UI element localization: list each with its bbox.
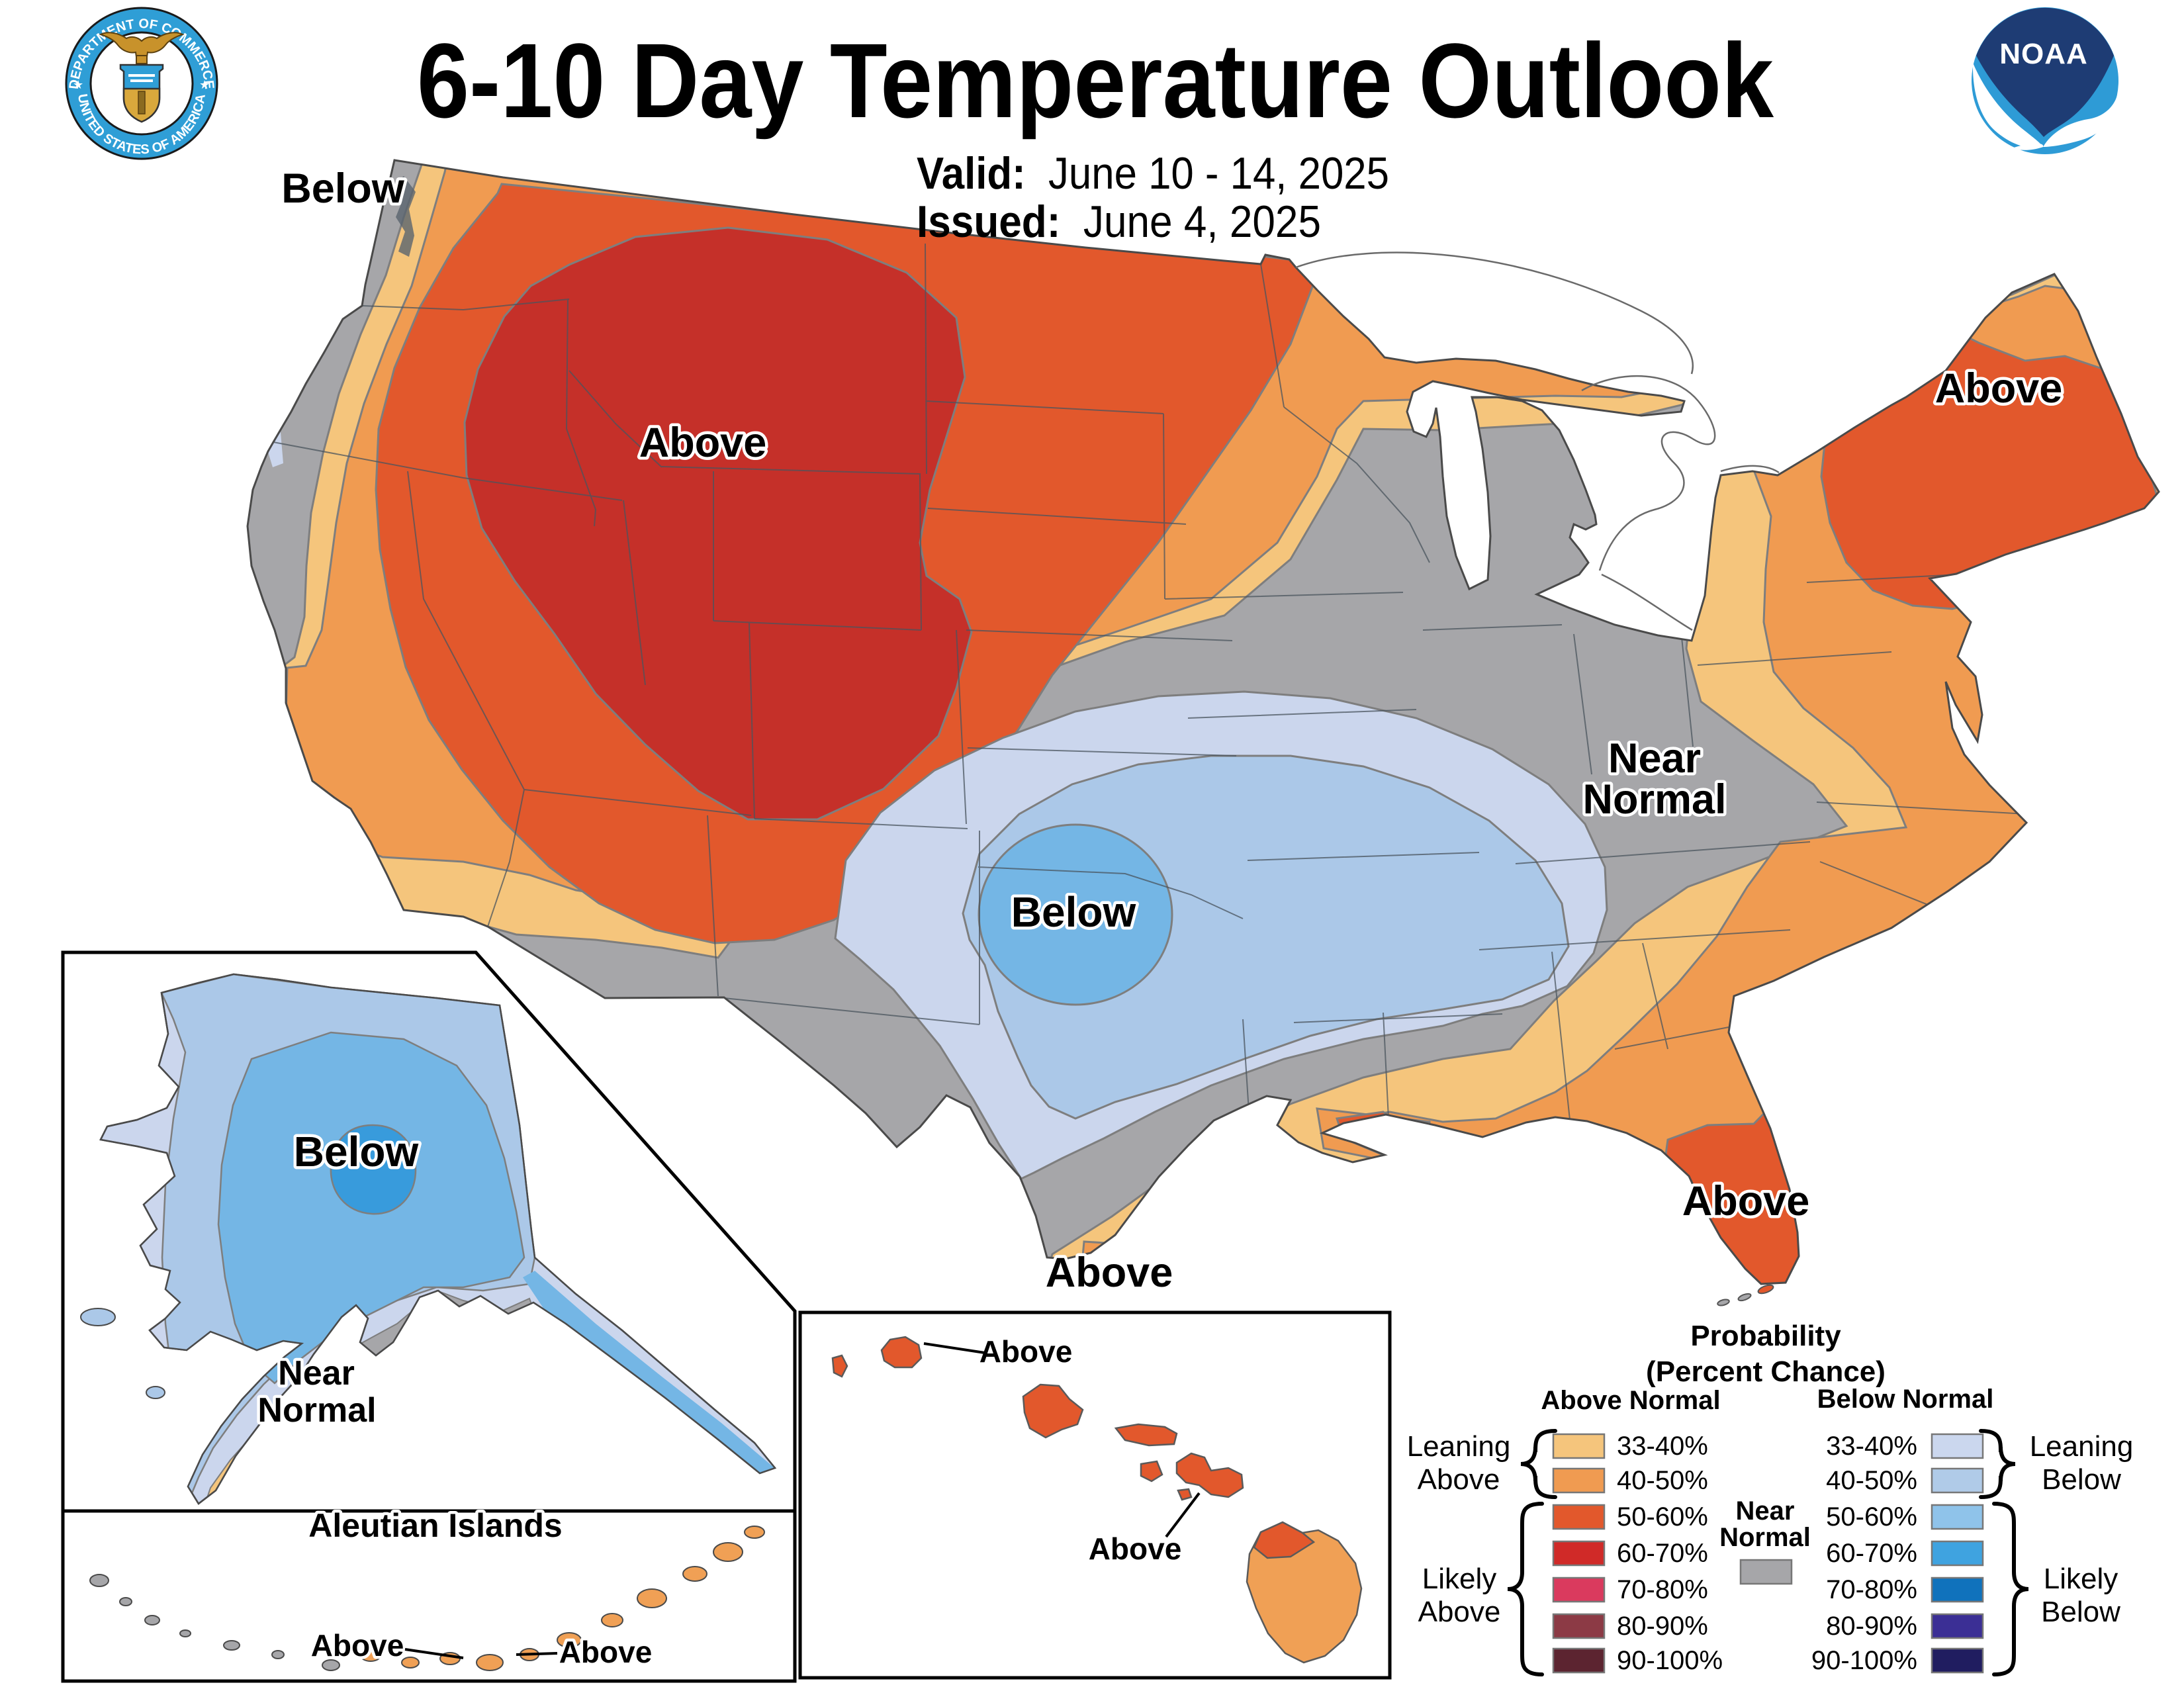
svg-text:(Percent Chance): (Percent Chance) xyxy=(1646,1355,1886,1388)
svg-text:Below Normal: Below Normal xyxy=(1817,1385,1994,1414)
svg-text:Below: Below xyxy=(2041,1596,2120,1628)
svg-text:60-70%: 60-70% xyxy=(1826,1539,1917,1568)
svg-text:40-50%: 40-50% xyxy=(1826,1466,1917,1495)
svg-text:Likely: Likely xyxy=(2044,1563,2118,1595)
svg-text:★: ★ xyxy=(199,78,210,91)
svg-text:Likely: Likely xyxy=(1422,1563,1497,1595)
svg-text:Below: Below xyxy=(294,1128,419,1175)
svg-text:Above: Above xyxy=(1418,1463,1500,1496)
svg-text:80-90%: 80-90% xyxy=(1826,1612,1917,1641)
svg-text:Above: Above xyxy=(1418,1596,1501,1628)
svg-text:Above: Above xyxy=(1682,1178,1810,1224)
svg-text:50-60%: 50-60% xyxy=(1617,1502,1708,1531)
svg-text:NOAA: NOAA xyxy=(1999,38,2088,70)
svg-text:80-90%: 80-90% xyxy=(1617,1612,1708,1641)
svg-text:Above: Above xyxy=(311,1628,404,1663)
svg-text:Normal: Normal xyxy=(257,1391,376,1430)
svg-text:Probability: Probability xyxy=(1690,1320,1841,1352)
svg-text:40-50%: 40-50% xyxy=(1617,1466,1708,1495)
svg-text:50-60%: 50-60% xyxy=(1826,1502,1917,1531)
svg-text:★: ★ xyxy=(73,78,83,91)
svg-text:33-40%: 33-40% xyxy=(1826,1432,1917,1461)
svg-text:Above: Above xyxy=(979,1334,1073,1369)
svg-text:Below: Below xyxy=(281,165,405,212)
svg-text:70-80%: 70-80% xyxy=(1826,1575,1917,1604)
svg-text:Leaning: Leaning xyxy=(1407,1430,1511,1463)
svg-text:90-100%: 90-100% xyxy=(1811,1646,1917,1675)
svg-text:Leaning: Leaning xyxy=(2030,1430,2134,1463)
svg-text:Above: Above xyxy=(1935,365,2063,412)
svg-text:Near: Near xyxy=(1608,735,1701,782)
svg-text:Valid: June 10 - 14, 2025: Valid: June 10 - 14, 2025 xyxy=(917,148,1389,199)
svg-text:70-80%: 70-80% xyxy=(1617,1575,1708,1604)
svg-text:Below: Below xyxy=(1011,888,1136,936)
svg-text:90-100%: 90-100% xyxy=(1617,1646,1723,1675)
svg-text:33-40%: 33-40% xyxy=(1617,1432,1708,1461)
svg-text:Above: Above xyxy=(639,420,767,466)
svg-text:Aleutian Islands: Aleutian Islands xyxy=(308,1507,562,1544)
svg-text:Above: Above xyxy=(559,1635,653,1669)
svg-text:60-70%: 60-70% xyxy=(1617,1539,1708,1568)
svg-text:Issued: June 4, 2025: Issued: June 4, 2025 xyxy=(917,197,1321,247)
svg-text:Near: Near xyxy=(278,1354,355,1393)
svg-text:Above Normal: Above Normal xyxy=(1541,1386,1720,1415)
svg-text:Below: Below xyxy=(2042,1463,2121,1496)
svg-text:6-10 Day Temperature Outlook: 6-10 Day Temperature Outlook xyxy=(417,21,1774,140)
svg-text:Normal: Normal xyxy=(1582,776,1726,823)
svg-text:Normal: Normal xyxy=(1719,1523,1811,1552)
svg-text:Above: Above xyxy=(1046,1250,1173,1296)
svg-text:Near: Near xyxy=(1736,1496,1795,1526)
